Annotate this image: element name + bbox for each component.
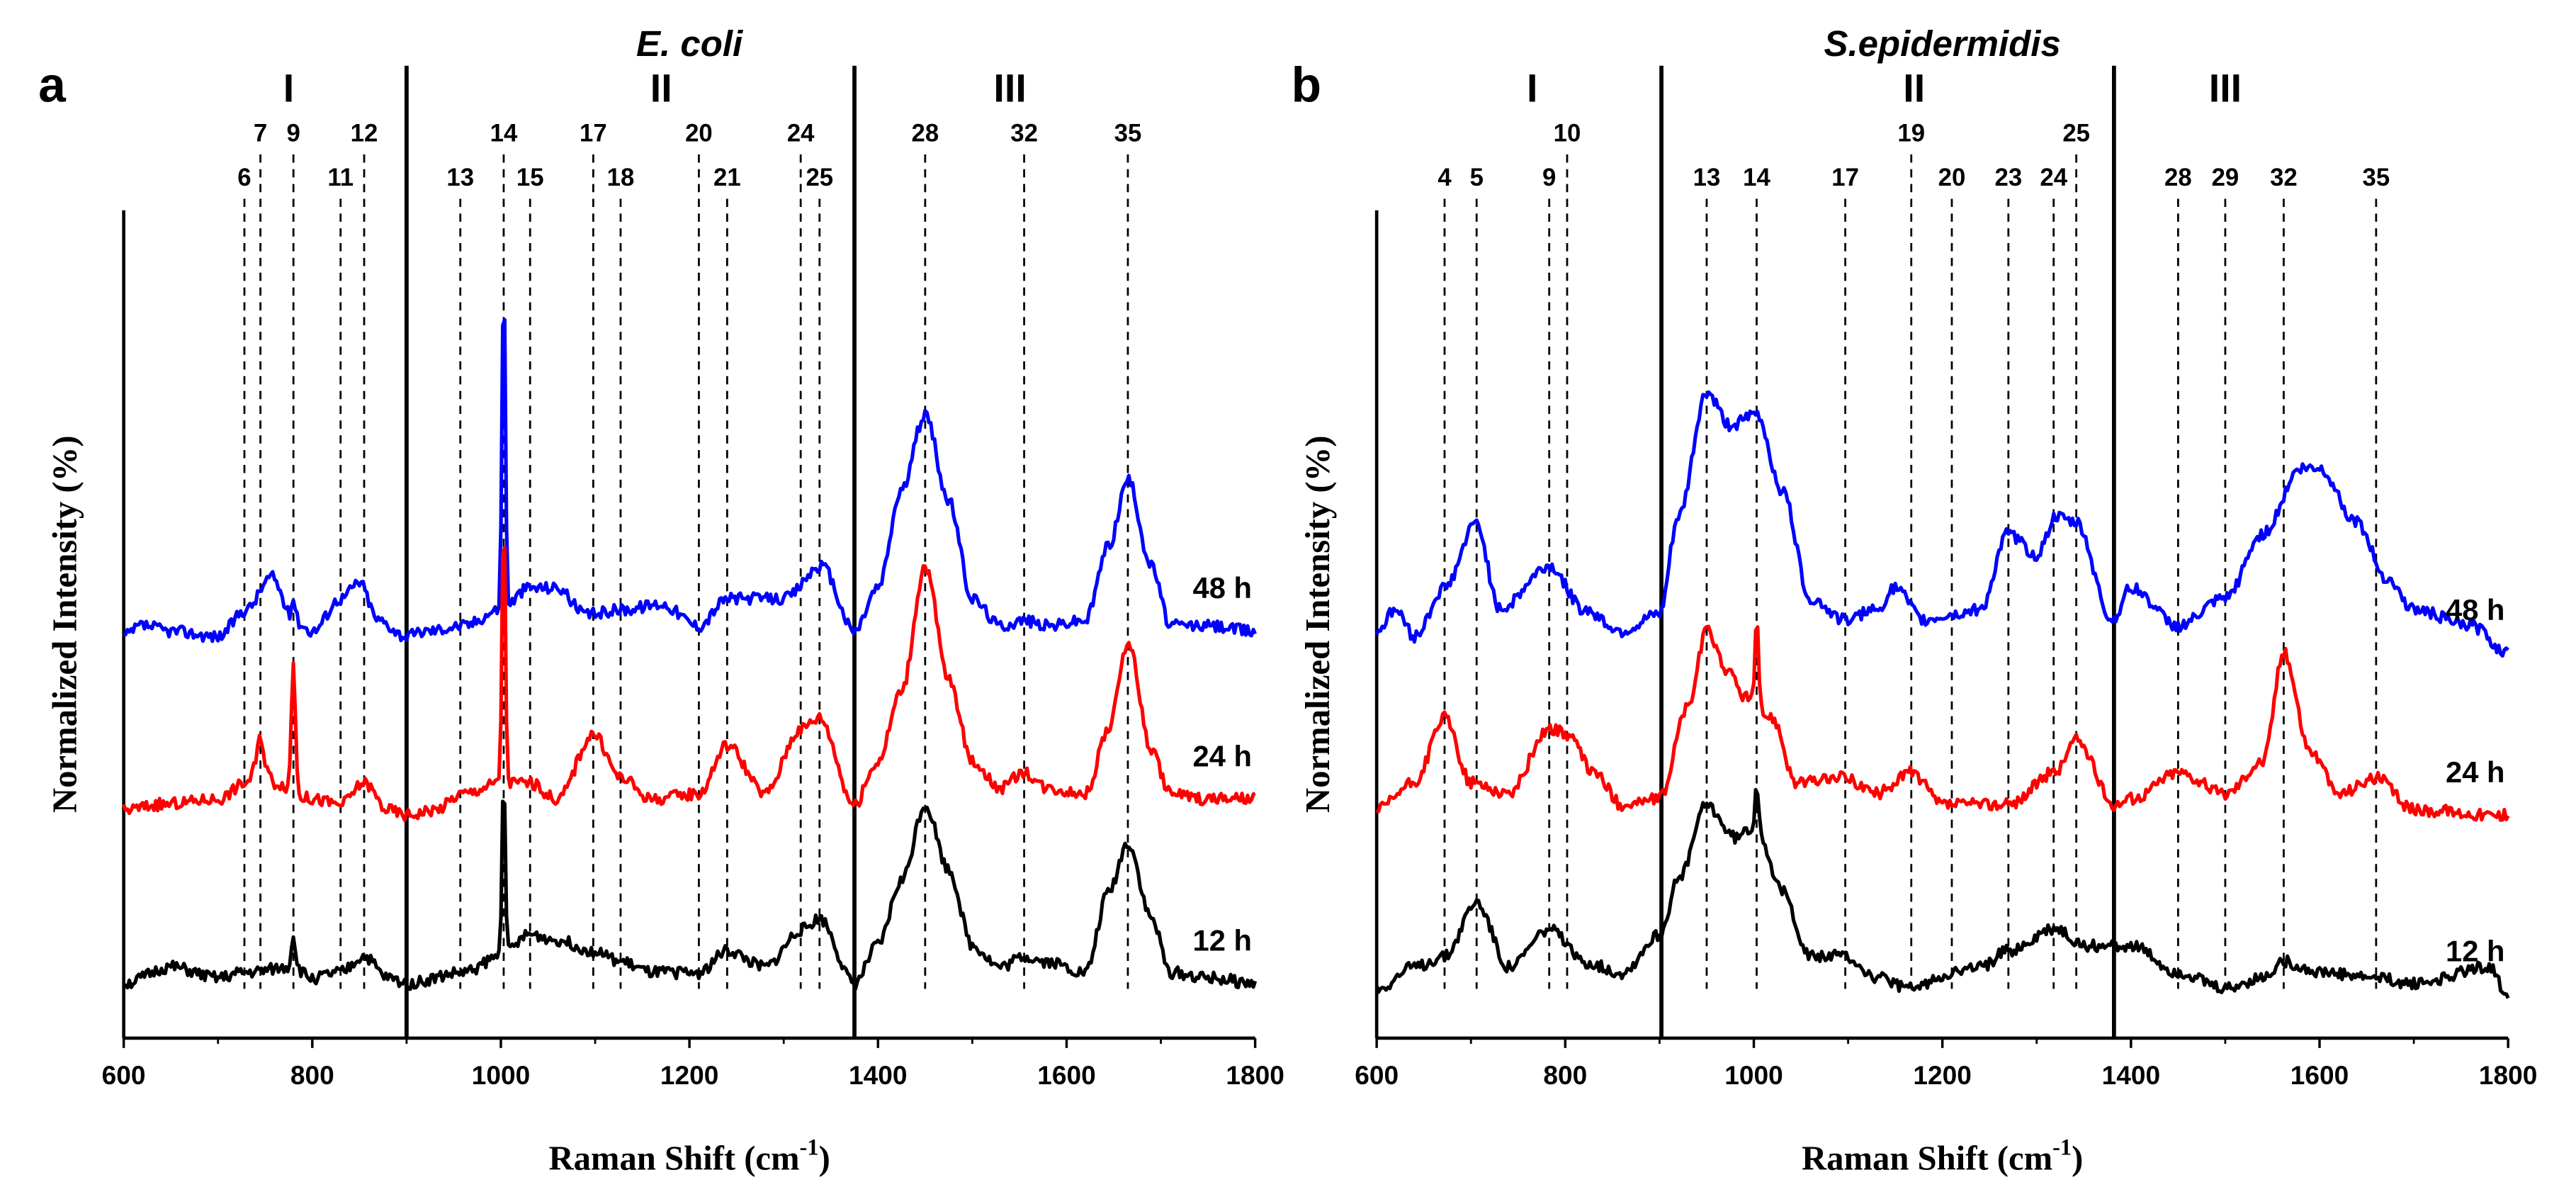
region-label-I: I [1527,67,1537,111]
peak-label-7: 7 [254,120,267,147]
spectrum-line-48h [123,317,1257,643]
x-tick-label: 1200 [1913,1060,1971,1090]
region-label-I: I [283,67,294,111]
peak-label-32: 32 [2270,164,2298,191]
x-tick-label: 800 [1543,1060,1587,1090]
x-axis-label: Raman Shift (cm-1) [1802,1135,2083,1177]
peak-label-13: 13 [446,164,474,191]
peak-label-14: 14 [1743,164,1770,191]
x-tick-label: 600 [102,1060,146,1090]
peak-label-35: 35 [1114,120,1142,147]
x-tick-label: 1000 [472,1060,530,1090]
peak-label-20: 20 [685,120,713,147]
peak-label-28: 28 [2164,164,2192,191]
peak-label-35: 35 [2363,164,2390,191]
panel-ecoli: a E. coli 600 800 1000 1200 1400 1600 1800 Raman … [38,23,1284,1178]
peak-label-15: 15 [516,164,544,191]
x-axis-label-close: ) [2072,1139,2083,1177]
x-tick-label: 1400 [2102,1060,2160,1090]
peak-label-28: 28 [912,120,939,147]
series-label-24h: 24 h [2446,755,2504,789]
series-label-48h: 48 h [2446,593,2504,626]
x-axis-label-main: Raman Shift (cm [1802,1139,2052,1177]
x-tick-label: 1400 [849,1060,907,1090]
peak-label-17: 17 [1831,164,1859,191]
peak-label-20: 20 [1938,164,1966,191]
peak-label-29: 29 [2212,164,2239,191]
spectrum-line-24h [122,546,1256,823]
spectrum-line-12h [123,799,1258,991]
panel-title: S.epidermidis [1824,23,2061,64]
y-axis-label: Normalized Intensity (%) [1299,436,1337,813]
x-tick-label: 1600 [1037,1060,1095,1090]
peak-label-21: 21 [713,164,741,191]
peak-label-25: 25 [806,164,833,191]
x-tick-label: 1800 [1226,1060,1284,1090]
x-axis-label-sup: -1 [800,1135,819,1160]
peak-label-24: 24 [787,120,815,147]
peak-label-18: 18 [607,164,635,191]
panel-letter: b [1292,57,1321,113]
peak-label-19: 19 [1897,120,1925,147]
peak-label-17: 17 [580,120,607,147]
peak-label-4: 4 [1437,164,1452,191]
series-label-12h: 12 h [1193,923,1252,957]
region-label-III: III [2209,67,2242,111]
peak-label-10: 10 [1554,120,1581,147]
panel-title: E. coli [636,23,744,64]
peak-label-11: 11 [327,164,354,191]
region-label-III: III [993,67,1026,111]
region-label-II: II [650,67,672,111]
x-tick-label: 1800 [2479,1060,2537,1090]
peak-label-24: 24 [2040,164,2067,191]
x-tick-label: 600 [1355,1060,1399,1090]
peak-label-9: 9 [287,120,300,147]
peak-label-13: 13 [1693,164,1721,191]
peak-label-14: 14 [490,120,518,147]
x-axis-label-sup: -1 [2052,1135,2072,1160]
x-tick-label: 800 [290,1060,334,1090]
peak-label-9: 9 [1542,164,1556,191]
peak-label-23: 23 [1995,164,2023,191]
series-label-24h: 24 h [1193,739,1252,772]
panel-letter: a [38,57,67,113]
x-axis-label-close: ) [819,1139,830,1177]
peak-label-25: 25 [2062,120,2090,147]
panel-sepidermidis: b S.epidermidis 600 800 1000 1200 1400 1600 1800… [1292,23,2538,1178]
spectrum-line-24h [1375,624,2510,822]
x-tick-label: 1200 [660,1060,718,1090]
series-label-12h: 12 h [2446,935,2504,968]
peak-label-6: 6 [237,164,251,191]
x-axis-label: Raman Shift (cm-1) [548,1135,830,1177]
peak-label-12: 12 [351,120,378,147]
x-tick-label: 1600 [2290,1060,2349,1090]
x-tick-label: 1000 [1724,1060,1783,1090]
peak-label-32: 32 [1010,120,1038,147]
spectrum-line-48h [1374,390,2509,658]
region-label-II: II [1903,67,1925,111]
spectrum-line-12h [1374,787,2510,999]
y-axis-label: Normalized Intensity (%) [45,436,84,813]
x-axis-label-main: Raman Shift (cm [548,1139,799,1177]
peak-label-5: 5 [1470,164,1484,191]
series-label-48h: 48 h [1193,571,1252,604]
